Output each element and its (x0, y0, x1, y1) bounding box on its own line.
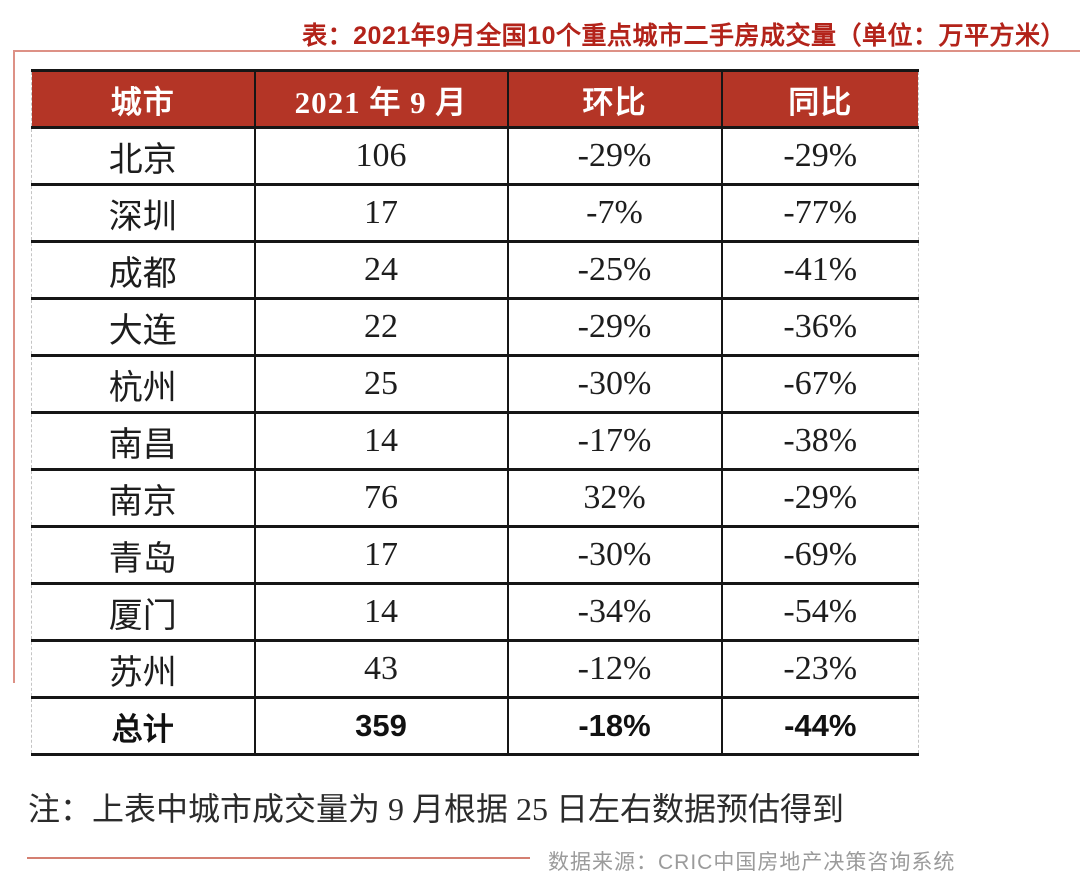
city-cell: 深圳 (31, 183, 256, 243)
footer-accent-line (27, 857, 530, 859)
total-value-cell: -18% (506, 696, 723, 756)
footer: 数据来源：CRIC中国房地产决策咨询系统 (0, 843, 1080, 874)
total-value-cell: 359 (253, 696, 509, 756)
value-cell: -29% (720, 126, 919, 186)
value-cell: 14 (253, 582, 509, 642)
value-cell: -54% (720, 582, 919, 642)
total-value-cell: -44% (720, 696, 919, 756)
table-row: 杭州 25 -30% -67% (31, 354, 919, 414)
table-row: 大连 22 -29% -36% (31, 297, 919, 357)
value-cell: 14 (253, 411, 509, 471)
table-header: 城市 2021 年 9 月环比 同比 (31, 69, 919, 129)
city-cell: 厦门 (31, 582, 256, 642)
header-cell: 城市 (31, 69, 256, 129)
value-cell: 17 (253, 525, 509, 585)
value-cell: -30% (506, 525, 723, 585)
value-cell: -17% (506, 411, 723, 471)
value-cell: 22 (253, 297, 509, 357)
value-cell: 76 (253, 468, 509, 528)
city-cell: 成都 (31, 240, 256, 300)
table-note: 注：上表中城市成交量为 9 月根据 25 日左右数据预估得到 (28, 791, 845, 827)
city-cell: 南京 (31, 468, 256, 528)
value-cell: -29% (506, 297, 723, 357)
value-cell: -30% (506, 354, 723, 414)
page-title: 表：2021年9月全国10个重点城市二手房成交量（单位：万平方米） (302, 22, 1066, 50)
value-cell: 43 (253, 639, 509, 699)
table-total-row: 总计 359 -18% -44% (31, 696, 919, 756)
header-cell: 同比 (720, 69, 919, 129)
data-source-text: 数据来源：CRIC中国房地产决策咨询系统 (548, 851, 956, 874)
value-cell: -29% (720, 468, 919, 528)
value-cell: 32% (506, 468, 723, 528)
value-cell: 24 (253, 240, 509, 300)
city-cell: 青岛 (31, 525, 256, 585)
header-cell: 环比 (506, 69, 723, 129)
value-cell: -38% (720, 411, 919, 471)
table-header-row: 城市 2021 年 9 月环比 同比 (31, 69, 919, 129)
table-row: 厦门 14 -34% -54% (31, 582, 919, 642)
table-row: 青岛 17 -30% -69% (31, 525, 919, 585)
city-cell: 大连 (31, 297, 256, 357)
value-cell: -23% (720, 639, 919, 699)
value-cell: -67% (720, 354, 919, 414)
table-row: 苏州 43 -12% -23% (31, 639, 919, 699)
value-cell: -34% (506, 582, 723, 642)
table-row: 北京 106 -29% -29% (31, 126, 919, 186)
value-cell: -12% (506, 639, 723, 699)
value-cell: -41% (720, 240, 919, 300)
table-body: 北京 106 -29% -29% 深圳 17 -7% -77% 成都 24 -25% -41% 大连 22… (31, 126, 919, 756)
header-cell: 2021 年 9 月 (253, 69, 509, 129)
value-cell: -69% (720, 525, 919, 585)
total-label-cell: 总计 (31, 696, 256, 756)
value-cell: 25 (253, 354, 509, 414)
city-cell: 南昌 (31, 411, 256, 471)
value-cell: -36% (720, 297, 919, 357)
left-accent-line (13, 50, 15, 683)
value-cell: -7% (506, 183, 723, 243)
value-cell: 106 (253, 126, 509, 186)
value-cell: -29% (506, 126, 723, 186)
table-row: 南京 76 32% -29% (31, 468, 919, 528)
city-cell: 杭州 (31, 354, 256, 414)
table-row: 深圳 17 -7% -77% (31, 183, 919, 243)
table-row: 成都 24 -25% -41% (31, 240, 919, 300)
value-cell: 17 (253, 183, 509, 243)
title-underline-accent (13, 50, 1080, 52)
value-cell: -25% (506, 240, 723, 300)
city-transactions-table: 城市 2021 年 9 月环比 同比 北京 106 -29% -29% 深圳 17 -7% -77… (31, 69, 919, 756)
value-cell: -77% (720, 183, 919, 243)
city-cell: 苏州 (31, 639, 256, 699)
table-row: 南昌 14 -17% -38% (31, 411, 919, 471)
city-cell: 北京 (31, 126, 256, 186)
